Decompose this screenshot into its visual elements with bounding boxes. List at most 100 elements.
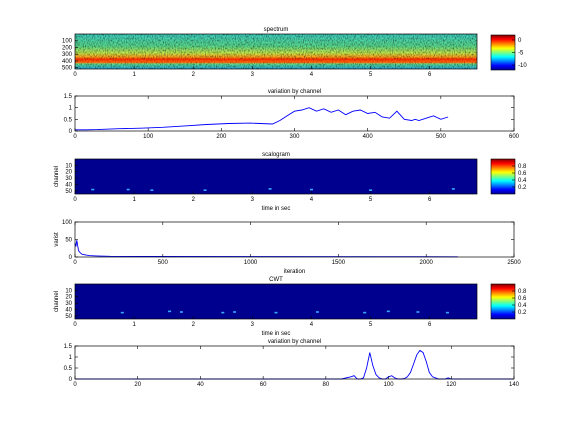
x-tick-label: 0 [73,134,77,140]
colorbar-tick-label: 0.8 [518,164,527,170]
colorbar-tick-label: 0.2 [518,185,527,191]
heatmap-speckle [315,311,319,313]
x-tick-label: 140 [509,382,520,388]
x-tick-label: 40 [197,382,204,388]
colorbar-tick-label: 0.8 [518,289,527,295]
y-tick-label: 50 [65,189,72,195]
x-tick-label: 6 [428,197,432,203]
series-line [75,349,514,380]
spectrum-noise [75,34,477,69]
heatmap-speckle [309,188,313,191]
axes-frame [74,158,478,195]
colorbar-tick-label: 0.6 [518,296,527,302]
x-tick-label: 2 [192,322,196,328]
x-tick-label: 80 [323,382,330,388]
spectrum-band [75,58,477,63]
y-tick-label: 1 [69,355,73,361]
x-tick-label: 0 [73,197,77,203]
x-tick-label: 0 [73,322,77,328]
y-tick-label: 40 [65,307,72,313]
y-axis-label: channel [54,166,60,187]
x-tick-label: 4 [310,197,314,203]
colorbar [490,283,516,320]
x-tick-label: 120 [446,382,457,388]
x-tick-label: 2 [192,197,196,203]
x-tick-label: 2 [192,72,196,78]
y-tick-label: 0 [69,377,73,383]
x-tick-label: 6 [428,322,432,328]
heatmap-speckle [363,311,367,314]
x-tick-label: 6 [428,72,432,78]
panel-title: variation by channel [268,339,321,345]
x-tick-label: 5 [369,197,373,203]
y-tick-label: 30 [65,176,72,182]
x-tick-label: 20 [134,382,141,388]
colorbar-tick-label: 0.4 [518,303,527,309]
x-tick-label: 1 [132,72,136,78]
heatmap-speckle [168,310,172,313]
y-tick-label: 30 [65,301,72,307]
heatmap-speckle [369,189,373,191]
y-tick-label: 40 [65,182,72,188]
panel-title: CWT [269,277,283,283]
x-tick-label: 0 [73,72,77,78]
x-tick-label: 4 [310,322,314,328]
colorbar-tick-label: 0.4 [518,178,527,184]
colorbar-tick-label: 0.2 [518,310,527,316]
colorbar [490,158,516,195]
variation-by-channel-2-panel: 0 20 40 60 80 100 120 140 0 0.5 1 1.5 variation by c… [64,339,520,388]
x-tick-label: 5 [369,72,373,78]
x-tick-label: 300 [289,134,300,140]
x-tick-label: 400 [363,134,374,140]
x-tick-label: 0 [73,260,77,266]
heatmap-speckle [179,311,183,313]
y-tick-label: 200 [62,45,73,51]
x-tick-label: 4 [310,72,314,78]
y-tick-label: 100 [62,39,73,45]
axes-frame [74,95,515,132]
axes-frame [74,345,515,380]
y-tick-label: 20 [65,295,72,301]
axes-frame [74,33,478,70]
heatmap-speckle [451,188,455,190]
y-tick-label: 300 [62,52,73,58]
y-axis-label: channel [54,291,60,312]
y-tick-label: 1.5 [64,94,73,100]
panel-title: scalogram [262,152,290,158]
y-tick-label: 400 [62,59,73,65]
colorbar-tick-label: -5 [518,51,524,57]
x-tick-label: 3 [251,322,255,328]
heatmap-speckle [120,311,124,314]
y-tick-label: 50 [65,238,72,244]
y-tick-label: 0 [69,255,73,261]
x-tick-label: 1 [132,197,136,203]
heatmap-background [75,284,477,319]
x-tick-label: 1 [132,322,136,328]
heatmap-speckle [221,311,225,314]
heatmap-speckle [233,311,237,313]
y-tick-label: 0.5 [64,117,73,123]
x-tick-label: 200 [216,134,227,140]
y-tick-label: 1.5 [64,344,73,350]
y-tick-label: 500 [62,66,73,72]
panel-title: variation by channel [268,89,321,95]
x-tick-label: 500 [436,134,447,140]
colorbar-tick-label: -10 [518,63,527,69]
colorbar-tick-label: 0 [518,38,522,44]
y-tick-label: 0.5 [64,366,73,372]
y-tick-label: 10 [65,288,72,294]
y-axis-label: varist [54,232,60,247]
x-axis-label: time in sec [262,331,291,337]
heatmap-speckle [91,188,95,191]
heatmap-speckle [203,189,207,191]
heatmap-speckle [126,188,130,191]
heatmap-speckle [274,311,278,314]
axes-frame [74,283,478,320]
heatmap-speckle [445,311,449,314]
x-tick-label: 1000 [244,260,258,266]
heatmap-speckle [150,189,154,191]
x-tick-label: 0 [73,382,77,388]
